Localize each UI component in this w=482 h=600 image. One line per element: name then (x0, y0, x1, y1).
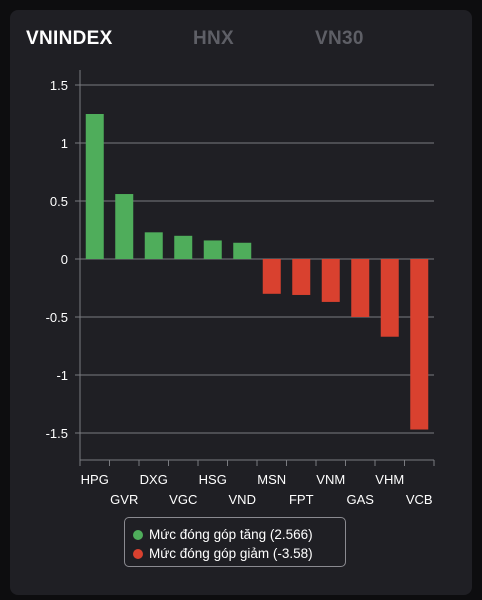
x-tick-label: HPG (81, 472, 109, 487)
chart-legend: Mức đóng góp tăng (2.566) Mức đóng góp g… (124, 517, 346, 567)
x-tick-label: GVR (110, 492, 138, 507)
x-tick-label: VGC (169, 492, 197, 507)
index-tabs: VNINDEX HNX VN30 (10, 10, 472, 66)
bar-gas (351, 259, 370, 317)
tab-vn30[interactable]: VN30 (315, 28, 364, 49)
x-tick-label: HSG (199, 472, 227, 487)
x-tick-label: VCB (406, 492, 433, 507)
bar-msn (262, 259, 281, 294)
y-tick-label: 1.5 (50, 78, 68, 93)
tab-vnindex[interactable]: VNINDEX (26, 28, 113, 49)
bar-fpt (292, 259, 311, 295)
chart-panel: VNINDEX HNX VN30 1.5 1 0.5 0 -0.5 -1 -1.5 HPG GV… (10, 10, 472, 595)
bar-vgc (174, 235, 193, 259)
bar-hsg (203, 240, 222, 259)
bar-dxg (144, 232, 163, 259)
y-tick-label: 1 (61, 136, 68, 151)
x-tick-label: VND (229, 492, 256, 507)
y-tick-label: 0.5 (50, 194, 68, 209)
green-dot-icon (133, 529, 143, 540)
bar-vnd (233, 242, 252, 259)
x-tick-label: DXG (140, 472, 168, 487)
y-tick-label: 0 (61, 252, 68, 267)
legend-label-decrease: Mức đóng góp giảm (-3.58) (149, 546, 313, 561)
x-tick-label: MSN (257, 472, 286, 487)
x-tick-label: GAS (347, 492, 375, 507)
legend-item-increase[interactable]: Mức đóng góp tăng (2.566) (133, 525, 345, 544)
x-tick-label: VHM (375, 472, 404, 487)
bar-hpg (85, 114, 104, 259)
red-dot-icon (133, 548, 143, 559)
tab-hnx[interactable]: HNX (193, 28, 235, 49)
y-tick-label: -1 (56, 368, 68, 383)
legend-item-decrease[interactable]: Mức đóng góp giảm (-3.58) (133, 544, 345, 563)
x-tick-label: VNM (316, 472, 345, 487)
contribution-bar-chart: 1.5 1 0.5 0 -0.5 -1 -1.5 HPGGVRDXGVGCHSGVNDMSNF… (46, 70, 435, 507)
y-tick-label: -0.5 (46, 310, 68, 325)
x-tick-label: FPT (289, 492, 314, 507)
legend-label-increase: Mức đóng góp tăng (2.566) (149, 527, 313, 542)
bar-vnm (321, 259, 340, 302)
bar-vhm (380, 259, 399, 337)
y-tick-label: -1.5 (46, 426, 68, 441)
bar-gvr (115, 194, 134, 259)
bar-vcb (410, 259, 429, 430)
